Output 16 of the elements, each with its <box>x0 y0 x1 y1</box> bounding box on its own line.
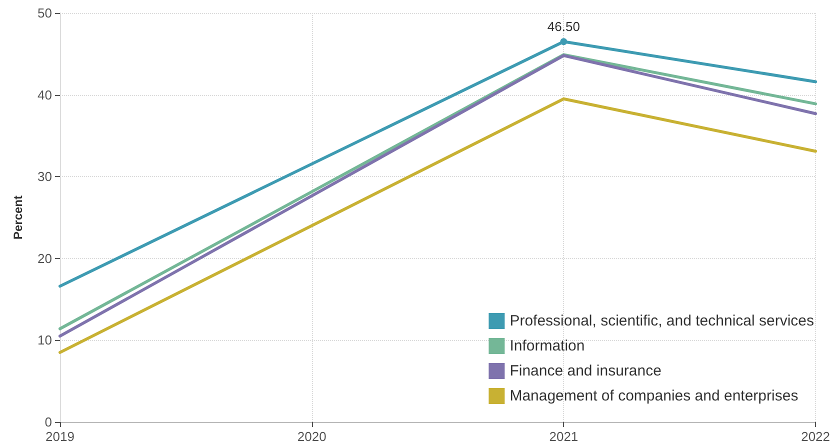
x-tick-label: 2021 <box>549 429 578 444</box>
y-tick-label: 10 <box>38 332 52 348</box>
data-label: 46.50 <box>547 19 580 34</box>
y-tick-label: 0 <box>44 414 52 430</box>
legend-label: Finance and insurance <box>510 362 662 380</box>
y-tick-label: 30 <box>38 169 52 184</box>
x-tick-label: 2019 <box>46 429 74 444</box>
legend-label: Professional, scientific, and technical services <box>510 312 814 330</box>
legend-label: Management of companies and enterprises <box>510 388 798 404</box>
y-tick-label: 40 <box>38 87 52 102</box>
y-axis-title: Percent <box>11 195 25 240</box>
y-tick-label: 20 <box>38 250 52 266</box>
x-tick-label: 2020 <box>297 429 326 444</box>
legend-label: Information <box>510 338 585 354</box>
y-tick-label: 50 <box>38 6 52 20</box>
x-tick-label: 2022 <box>801 429 830 444</box>
